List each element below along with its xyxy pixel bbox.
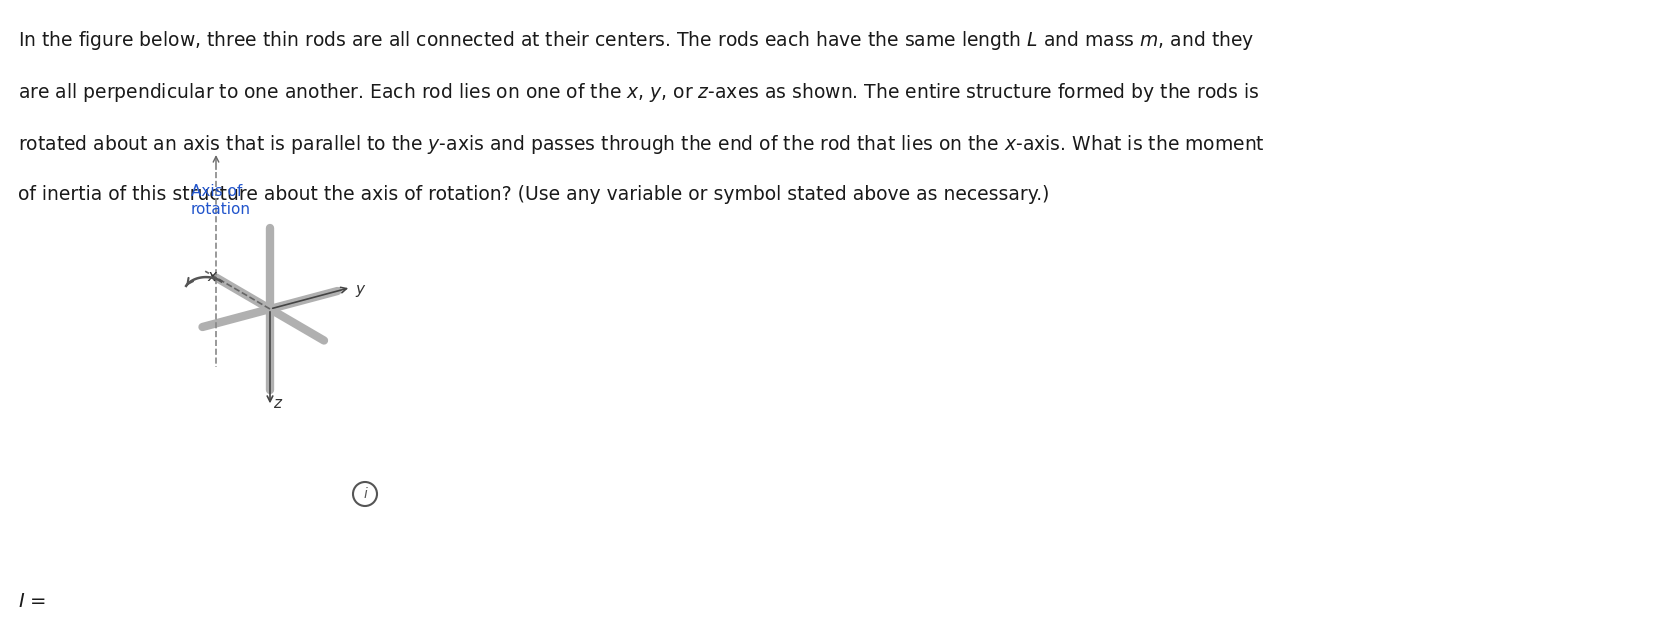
Text: x: x [207, 269, 217, 284]
Text: In the figure below, three thin rods are all connected at their centers. The rod: In the figure below, three thin rods are… [18, 29, 1255, 52]
Text: i: i [364, 487, 367, 501]
Text: of inertia of this structure about the axis of rotation? (Use any variable or sy: of inertia of this structure about the a… [18, 185, 1050, 204]
Text: Axis of
rotation: Axis of rotation [190, 184, 250, 217]
Text: y: y [355, 282, 364, 297]
Text: are all perpendicular to one another. Each rod lies on one of the $\it{x}$, $\it: are all perpendicular to one another. Ea… [18, 81, 1260, 104]
Text: z: z [274, 396, 280, 412]
Text: rotated about an axis that is parallel to the $\it{y}$-axis and passes through t: rotated about an axis that is parallel t… [18, 133, 1265, 156]
Text: $\it{I}$ =: $\it{I}$ = [18, 592, 47, 611]
